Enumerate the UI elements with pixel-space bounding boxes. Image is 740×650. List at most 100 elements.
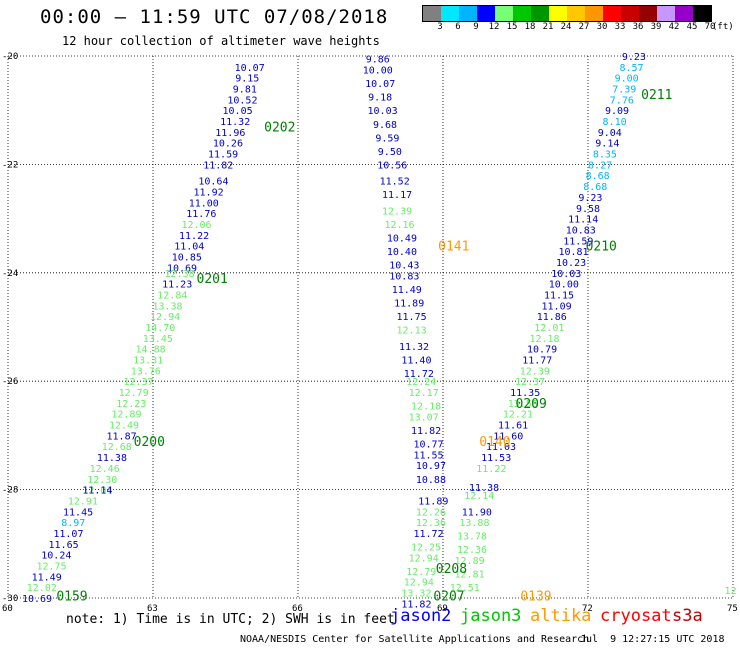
color-scale-label: 42 <box>668 22 680 32</box>
legend-item-altika: altika <box>530 606 592 626</box>
swh-value: 11.72 <box>413 529 443 540</box>
swh-value: 11.61 <box>498 421 528 432</box>
footer-note: note: 1) Time is in UTC; 2) SWH is in fe… <box>66 612 395 627</box>
color-swatch <box>621 6 639 21</box>
pass-label: 0207 <box>433 589 464 604</box>
swh-value: 10.69 <box>167 263 197 274</box>
map-title: 00:00 – 11:59 UTC 07/08/2018 <box>40 6 389 28</box>
swh-value: 11.87 <box>107 431 137 442</box>
legend-item-jason3: jason3 <box>460 606 522 626</box>
swh-value: 9.00 <box>615 74 639 85</box>
swh-value: 12.17 <box>409 388 439 399</box>
swh-value: 12.81 <box>455 570 485 581</box>
swh-value: 11.53 <box>481 453 511 464</box>
swh-value: 12.68 <box>102 442 132 453</box>
swh-value: 11.40 <box>401 356 431 367</box>
color-scale-unit: (ft) <box>712 22 734 32</box>
swh-value: 12.39 <box>520 366 550 377</box>
swh-value: 13.32 <box>401 589 431 600</box>
swh-value: 10.88 <box>416 475 446 486</box>
swh-value: 9.86 <box>366 55 390 66</box>
swh-value: 8.68 <box>583 182 607 193</box>
swh-value: 12.14 <box>464 491 494 502</box>
swh-value: 11.92 <box>194 188 224 199</box>
swh-value: 10.52 <box>227 95 257 106</box>
swh-value: 12.01 <box>82 486 112 497</box>
swh-value: 11.90 <box>462 507 492 518</box>
pass-label: 0202 <box>264 120 295 135</box>
color-scale-label: 70 <box>704 22 716 32</box>
color-scale-label: 33 <box>614 22 626 32</box>
swh-value: 12.13 <box>397 326 427 337</box>
swh-value: 13.07 <box>409 412 439 423</box>
swh-value: 12.21 <box>503 410 533 421</box>
swh-value: 9.23 <box>578 193 602 204</box>
swh-value: 11.32 <box>399 342 429 353</box>
swh-value: 11.82 <box>401 599 431 610</box>
swh-value: 10.07 <box>235 63 265 74</box>
lon-tick-label: 75 <box>727 604 738 614</box>
swh-value: 12.25 <box>411 543 441 554</box>
swh-value: 12.24 <box>406 377 436 388</box>
swh-value: 13.38 <box>152 301 182 312</box>
color-swatch <box>675 6 693 21</box>
swh-value: 12.16 <box>384 220 414 231</box>
swh-value: 11.17 <box>382 190 412 201</box>
color-swatch <box>459 6 477 21</box>
color-scale-label: 21 <box>542 22 554 32</box>
swh-value: 10.49 <box>387 234 417 245</box>
color-swatch <box>693 6 711 21</box>
swh-value: 12.26 <box>416 507 446 518</box>
swh-value: 11.04 <box>174 242 204 253</box>
swh-value: 11.09 <box>542 301 572 312</box>
swh-value: 12.89 <box>111 410 141 421</box>
swh-value: 9.68 <box>373 120 397 131</box>
legend-item-cryosat: cryosat <box>600 606 672 626</box>
swh-value: 12.91 <box>68 496 98 507</box>
swh-value: 11.35 <box>510 388 540 399</box>
swh-value: 8.27 <box>588 160 612 171</box>
color-swatch <box>531 6 549 21</box>
swh-value: 13.56 <box>508 399 538 410</box>
swh-value: 11.89 <box>394 299 424 310</box>
swh-value: 12.18 <box>529 334 559 345</box>
lon-tick-label: 69 <box>437 604 448 614</box>
swh-value: 11.38 <box>469 483 499 494</box>
color-scale-label: 36 <box>632 22 644 32</box>
swh-value: 8.35 <box>593 150 617 161</box>
color-scale-label: 27 <box>578 22 590 32</box>
swh-value: 14.70 <box>145 323 175 334</box>
swh-value: 10.43 <box>389 261 419 272</box>
swh-value: 12.49 <box>109 421 139 432</box>
pass-label: 0209 <box>516 397 547 412</box>
swh-value: 12.94 <box>150 312 180 323</box>
swh-value: 9.04 <box>598 128 622 139</box>
lon-tick-label: 63 <box>147 604 158 614</box>
swh-value: 12.79 <box>119 388 149 399</box>
swh-value: 12.23 <box>116 399 146 410</box>
color-swatch <box>657 6 675 21</box>
swh-value: 13.45 <box>143 334 173 345</box>
color-scale-label: 9 <box>473 22 479 32</box>
color-swatch <box>549 6 567 21</box>
legend-item-jason2: jason2 <box>390 606 452 626</box>
swh-value: 9.50 <box>378 147 402 158</box>
lat-tick-label: -30 <box>2 594 18 604</box>
swh-value: 12.18 <box>411 402 441 413</box>
swh-value: 7.76 <box>610 95 634 106</box>
swh-value: 7.39 <box>612 85 636 96</box>
swh-value: 12.36 <box>457 545 487 556</box>
pass-label: 0210 <box>586 240 617 255</box>
swh-value: 10.97 <box>416 461 446 472</box>
swh-value: 8.10 <box>603 117 627 128</box>
swh-value: 10.69 <box>22 594 52 605</box>
swh-value: 12.75 <box>36 561 66 572</box>
swh-value: 12.30 <box>87 475 117 486</box>
swh-value: 12.01 <box>534 323 564 334</box>
swh-value: 10.05 <box>223 106 253 117</box>
swh-value: 10.81 <box>558 247 588 258</box>
swh-value: 10.23 <box>556 258 586 269</box>
swh-value: 11.82 <box>411 426 441 437</box>
swh-value: 10.24 <box>41 551 71 562</box>
color-scale-label: 24 <box>560 22 572 32</box>
